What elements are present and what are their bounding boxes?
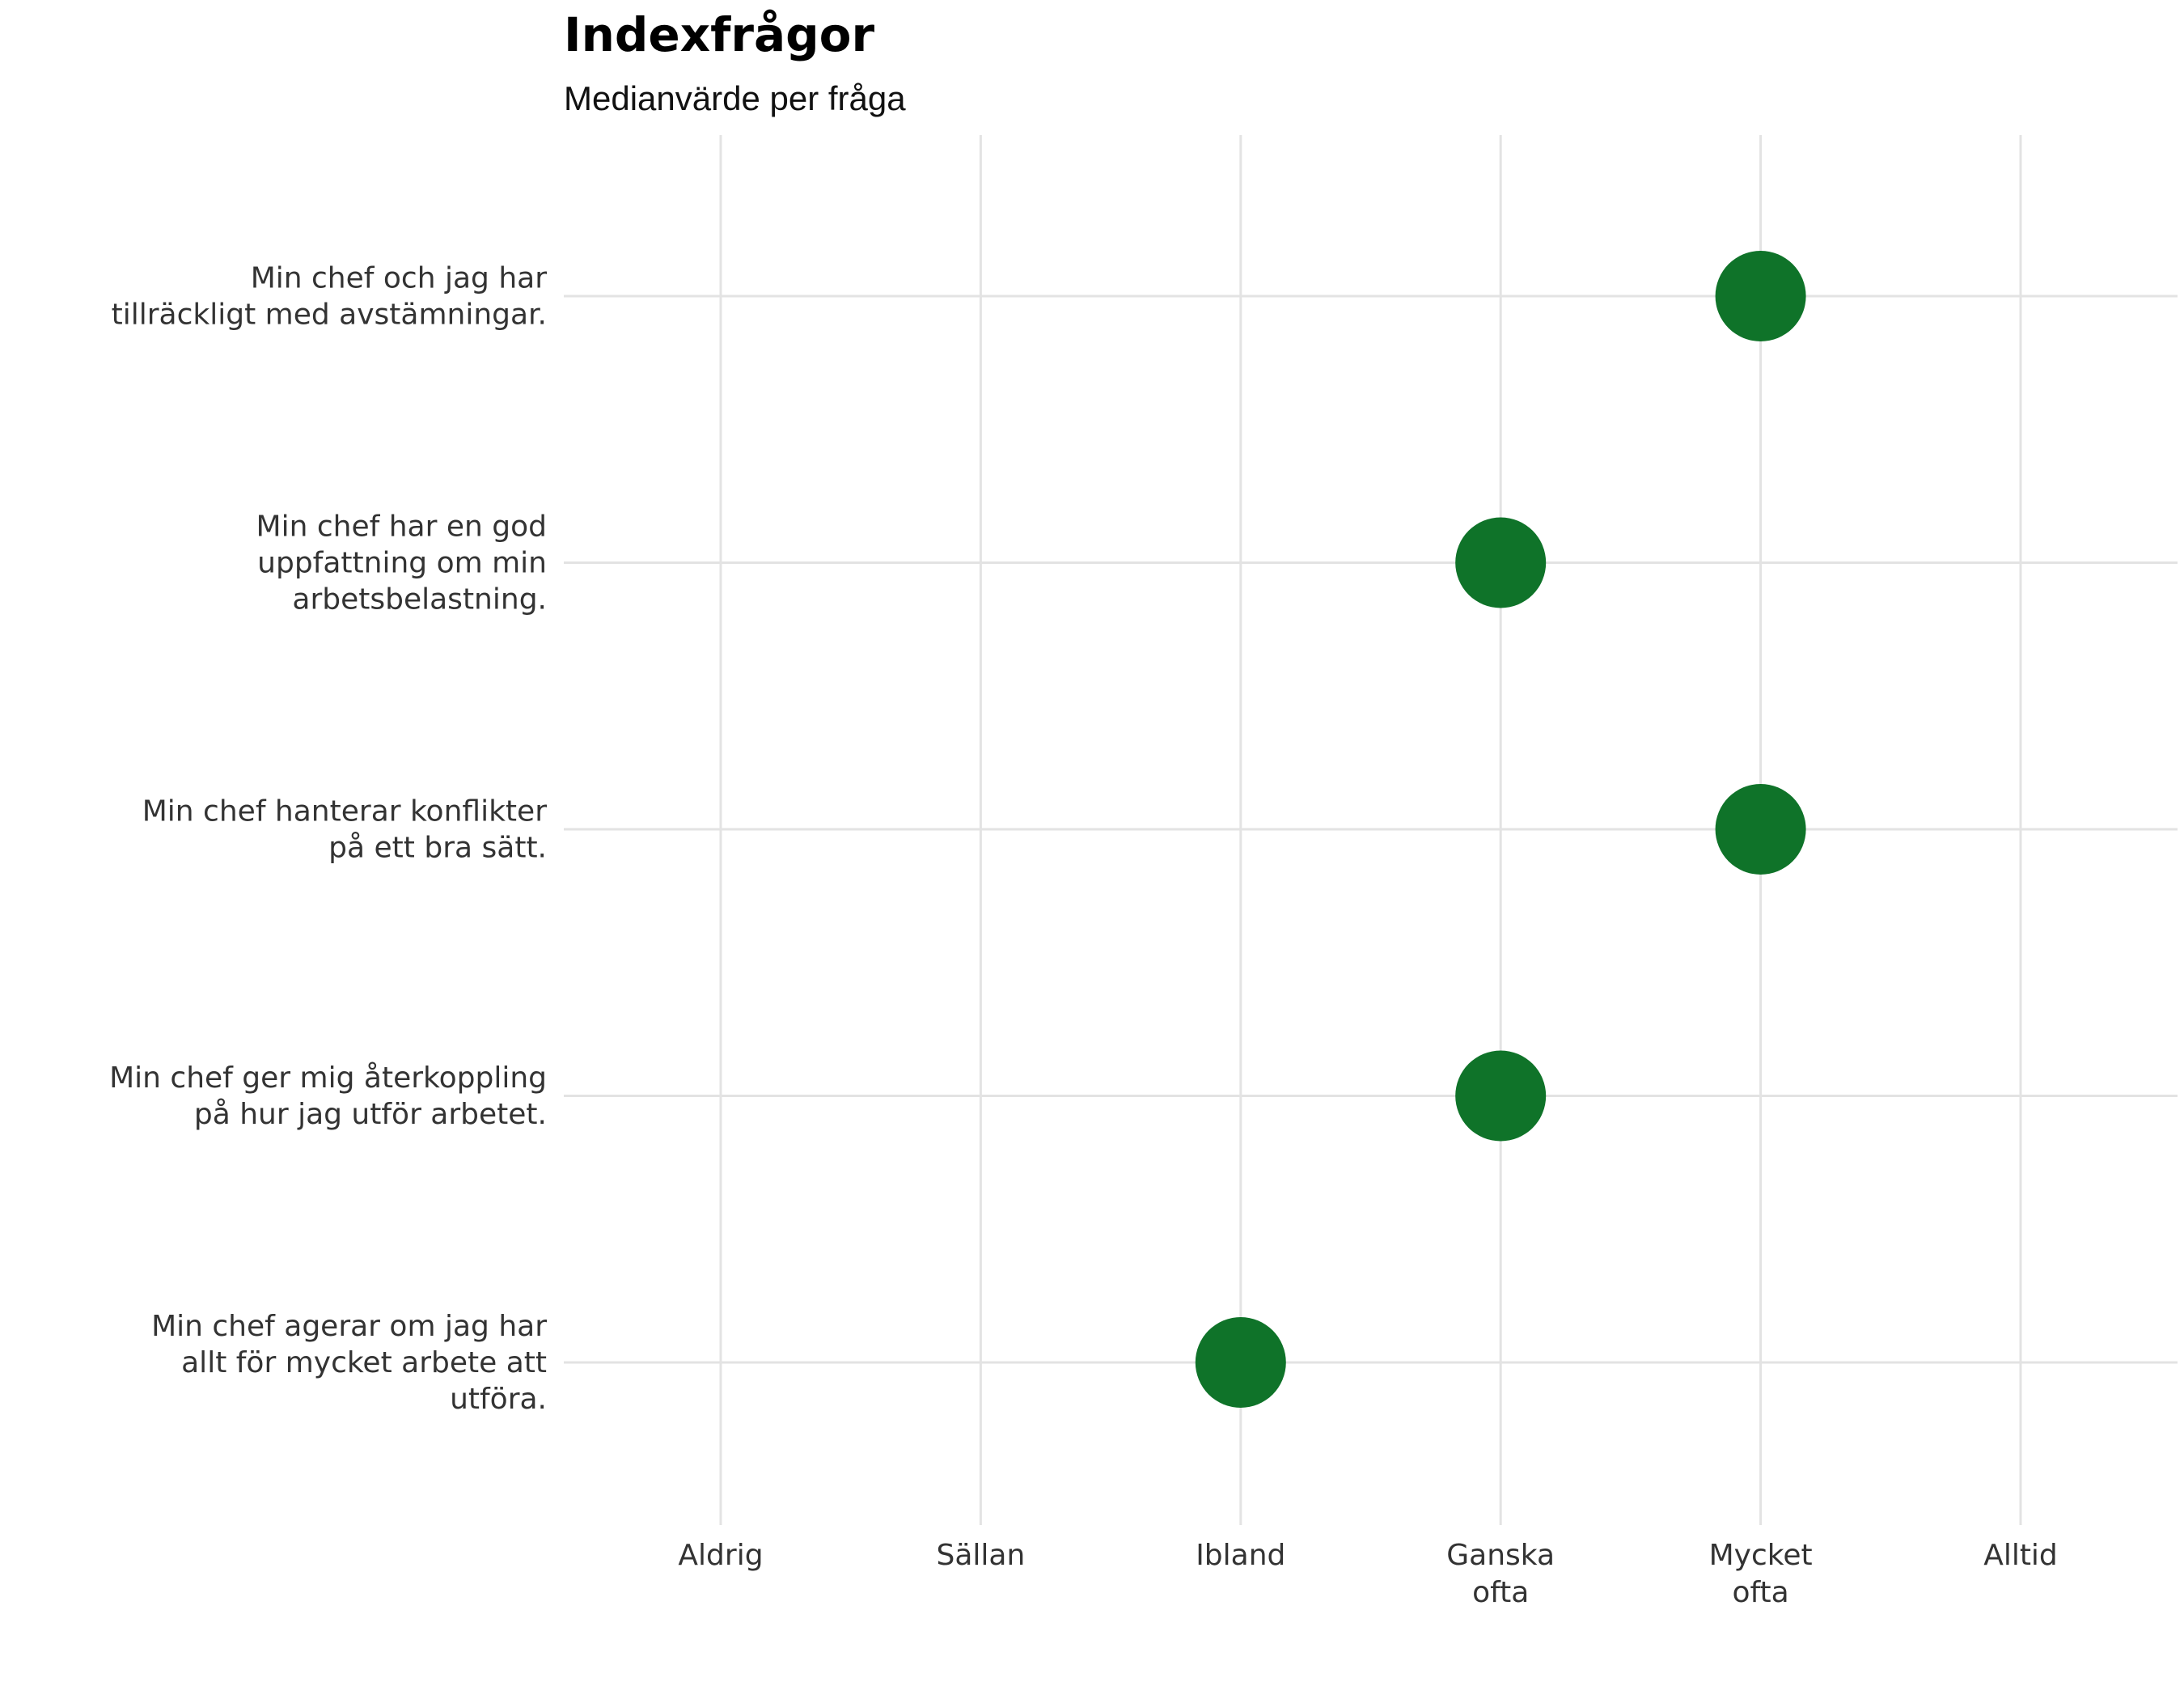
data-point-4 [1455,1050,1547,1142]
data-point-1 [1715,251,1806,341]
chart-subtitle: Medianvärde per fråga [564,79,906,117]
y-tick-label-3: Min chef hanterar konflikter på ett bra s… [142,795,547,865]
x-tick-label-mycket-ofta: Mycket ofta [1709,1539,1813,1609]
y-tick-label-5: Min chef agerar om jag har allt för mycke… [151,1310,547,1416]
data-point-5 [1195,1317,1286,1408]
y-axis-labels: Min chef och jag har tillräckligt med avs… [109,262,547,1417]
data-point-3 [1715,784,1806,875]
y-tick-label-2: Min chef har en god uppfattning om min arb… [256,511,547,616]
data-point-2 [1455,517,1547,608]
x-axis-labels: Aldrig Sällan Ibland Ganska ofta Mycket ofta Al… [678,1539,2057,1609]
x-tick-label-ganska-ofta: Ganska ofta [1446,1539,1555,1609]
x-tick-label-alltid: Alltid [1983,1539,2058,1572]
y-tick-label-1: Min chef och jag har tillräckligt med avs… [112,262,548,332]
data-points [1195,251,1806,1408]
y-tick-label-4: Min chef ger mig återkoppling på hur jag … [109,1061,547,1131]
x-tick-label-aldrig: Aldrig [678,1539,763,1572]
x-tick-label-sallan: Sällan [937,1539,1026,1572]
gridlines [564,135,2178,1525]
x-tick-label-ibland: Ibland [1196,1539,1285,1572]
chart-title: Indexfrågor [564,7,874,62]
